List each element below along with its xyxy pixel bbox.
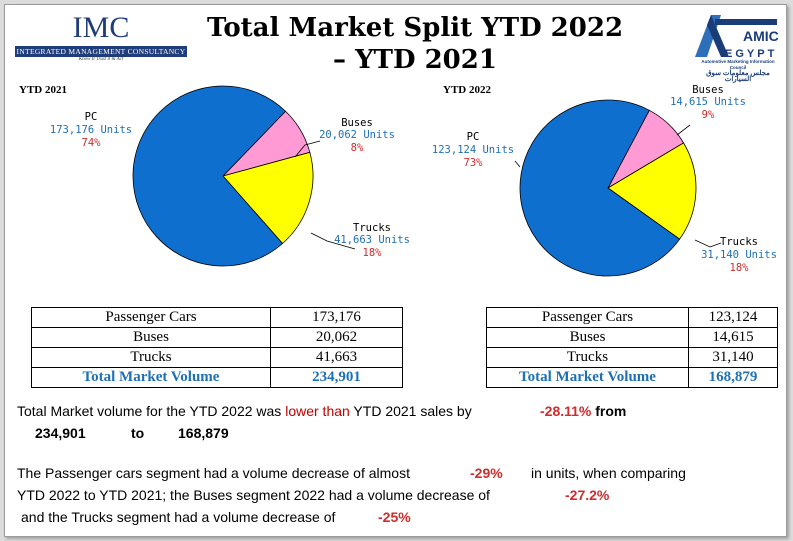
pie-slice-trucks-ytd2021 bbox=[222, 151, 314, 245]
table-cell-label: Passenger Cars bbox=[31, 307, 271, 328]
label-buses-2021: Buses bbox=[341, 117, 373, 129]
table-row: Trucks 31,140 bbox=[486, 347, 778, 368]
label-trucks-2021-units: 41,663 Units bbox=[334, 234, 410, 246]
label-buses-2022-pct: 9% bbox=[702, 109, 715, 121]
page-title: Total Market Split YTD 2022 – YTD 2021 bbox=[195, 12, 635, 76]
leader-line-trucks-2022 bbox=[694, 239, 722, 248]
label-trucks-2021: Trucks bbox=[353, 222, 391, 234]
table-cell-value: 41,663 bbox=[270, 347, 403, 368]
label-pc-2022-pct: 73% bbox=[464, 157, 484, 169]
pie-chart-ytd2021 bbox=[132, 85, 314, 267]
imc-logo-bar: Integrated Management Consultancy bbox=[15, 46, 187, 57]
summary-to: to bbox=[131, 425, 145, 441]
summary-pct-buses: -27.2% bbox=[565, 487, 610, 503]
summary-line-4: and the Trucks segment had a volume decr… bbox=[21, 509, 336, 525]
imc-logo-name: IMC bbox=[72, 11, 130, 44]
pie-chart-ytd2022 bbox=[519, 99, 697, 277]
table-cell-total-value: 234,901 bbox=[270, 367, 403, 388]
label-buses-2021-pct: 8% bbox=[351, 142, 364, 154]
table-cell-value: 14,615 bbox=[688, 327, 778, 348]
imc-logo: IMC Integrated Management Consultancy Kn… bbox=[15, 13, 187, 63]
summary-pct-value: -28.11% bbox=[540, 403, 592, 419]
summary-pct-trucks: -25% bbox=[378, 509, 411, 525]
table-cell-value: 123,124 bbox=[688, 307, 778, 328]
label-pc-2022: PC bbox=[467, 131, 480, 143]
table-cell-value: 31,140 bbox=[688, 347, 778, 368]
summary-pct-pc: -29% bbox=[470, 465, 503, 481]
volume-table-2022: Passenger Cars 123,124 Buses 14,615 Truc… bbox=[486, 307, 778, 388]
chart-title-ytd2022: YTD 2022 bbox=[443, 84, 491, 96]
table-row: Passenger Cars 173,176 bbox=[31, 307, 403, 328]
label-pc-2021: PC bbox=[85, 111, 98, 123]
summary-text: Total Market volume for the YTD 2022 was bbox=[17, 403, 286, 419]
summary-pct-total: -28.11% from bbox=[540, 403, 626, 419]
volume-table-2021: Passenger Cars 173,176 Buses 20,062 Truc… bbox=[31, 307, 403, 388]
leader-line-trucks-2021 bbox=[310, 232, 356, 250]
summary-from: from bbox=[595, 403, 627, 419]
pie-slice-pc-ytd2021 bbox=[132, 85, 287, 267]
table-cell-value: 173,176 bbox=[270, 307, 403, 328]
table-row: Buses 14,615 bbox=[486, 327, 778, 348]
leader-line-pc-2022 bbox=[514, 160, 521, 168]
table-cell-value: 20,062 bbox=[270, 327, 403, 348]
label-trucks-2022: Trucks bbox=[720, 236, 758, 248]
imc-logo-subtitle: Integrated Management Consultancy bbox=[16, 47, 186, 56]
label-trucks-2022-units: 31,140 Units bbox=[701, 249, 777, 261]
label-buses-2022: Buses bbox=[692, 84, 724, 96]
table-row: Passenger Cars 123,124 bbox=[486, 307, 778, 328]
table-cell-label: Buses bbox=[31, 327, 271, 348]
amic-logo-subtitle-en: Automotive Marketing Information Council bbox=[701, 59, 775, 70]
label-pc-2021-pct: 74% bbox=[82, 137, 102, 149]
summary-line-2: The Passenger cars segment had a volume … bbox=[17, 465, 410, 481]
label-buses-2021-units: 20,062 Units bbox=[319, 129, 395, 141]
label-pc-2022-units: 123,124 Units bbox=[432, 144, 514, 156]
amic-logo: AMIC EGYPT Automotive Marketing Informat… bbox=[685, 11, 785, 83]
amic-logo-country: EGYPT bbox=[725, 48, 777, 59]
page-title-line1: Total Market Split YTD 2022 bbox=[206, 13, 624, 43]
summary-volume-to: 168,879 bbox=[178, 425, 229, 441]
summary-volume-from: 234,901 bbox=[35, 425, 86, 441]
imc-logo-tagline: Know It Trust it & Act bbox=[78, 57, 124, 62]
leader-line-buses-2022 bbox=[676, 124, 691, 136]
label-trucks-2021-pct: 18% bbox=[363, 247, 383, 259]
label-buses-2022-units: 14,615 Units bbox=[670, 96, 746, 108]
table-row: Trucks 41,663 bbox=[31, 347, 403, 368]
table-cell-label: Trucks bbox=[31, 347, 271, 368]
summary-text: YTD 2021 sales by bbox=[349, 403, 472, 419]
summary-line-2b: in units, when comparing bbox=[531, 465, 686, 481]
table-cell-total-label: Total Market Volume bbox=[31, 367, 271, 388]
summary-line-1: Total Market volume for the YTD 2022 was… bbox=[17, 403, 472, 419]
pie-slice-pc-ytd2022 bbox=[519, 99, 681, 277]
table-row: Buses 20,062 bbox=[31, 327, 403, 348]
table-cell-label: Trucks bbox=[486, 347, 689, 368]
table-row-total: Total Market Volume 168,879 bbox=[486, 367, 778, 388]
table-cell-label: Passenger Cars bbox=[486, 307, 689, 328]
table-cell-total-label: Total Market Volume bbox=[486, 367, 689, 388]
page-title-line2: – YTD 2021 bbox=[333, 45, 497, 75]
amic-logo-subtitle: Automotive Marketing Information Council… bbox=[693, 59, 783, 83]
table-cell-total-value: 168,879 bbox=[688, 367, 778, 388]
leader-line-buses-2021 bbox=[294, 140, 321, 158]
label-trucks-2022-pct: 18% bbox=[730, 262, 750, 274]
amic-logo-name: AMIC bbox=[743, 28, 779, 44]
chart-title-ytd2021: YTD 2021 bbox=[19, 84, 67, 96]
table-cell-label: Buses bbox=[486, 327, 689, 348]
summary-line-3: YTD 2022 to YTD 2021; the Buses segment … bbox=[17, 487, 490, 503]
pie-charts: PC 173,176 Units 74% Buses 20,062 Units … bbox=[50, 84, 777, 277]
amic-logo-subtitle-ar: مجلس معلومات سوق السيارات bbox=[706, 70, 770, 83]
table-row-total: Total Market Volume 234,901 bbox=[31, 367, 403, 388]
amic-logo-mark: AMIC EGYPT bbox=[695, 15, 779, 60]
label-pc-2021-units: 173,176 Units bbox=[50, 124, 132, 136]
pie-slice-trucks-ytd2022 bbox=[607, 142, 697, 240]
summary-lower-than: lower than bbox=[285, 403, 350, 419]
slide: IMC Integrated Management Consultancy Kn… bbox=[4, 4, 787, 537]
